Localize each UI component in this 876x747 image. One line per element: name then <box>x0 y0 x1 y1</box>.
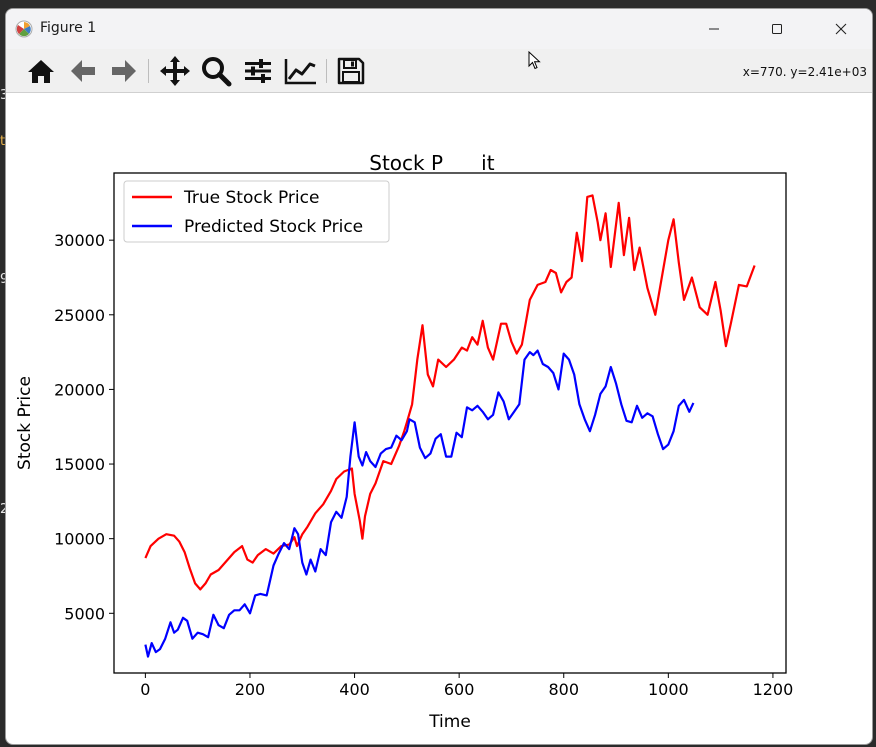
edit-axis-icon <box>284 59 316 85</box>
x-axis-label: Time <box>428 712 471 732</box>
home-button[interactable] <box>24 55 58 87</box>
background-glyph: t <box>0 134 6 149</box>
y-tick-label: 15000 <box>54 455 105 474</box>
pan-icon <box>160 56 190 86</box>
legend-box <box>123 180 390 243</box>
close-icon <box>835 23 847 35</box>
back-arrow-icon <box>71 60 95 82</box>
legend-label-true: True Stock Price <box>183 188 319 208</box>
title-bar: Figure 1 <box>6 9 872 49</box>
background-glyph: 2 <box>0 502 8 517</box>
forward-button[interactable] <box>107 55 141 87</box>
x-tick-label: 200 <box>235 680 266 699</box>
y-tick-label: 30000 <box>54 231 105 250</box>
save-icon <box>337 57 365 85</box>
y-axis-label: Stock Price <box>15 376 35 470</box>
x-tick-label: 1000 <box>648 680 689 699</box>
predicted-price-line <box>144 349 695 658</box>
home-icon <box>28 60 54 83</box>
mouse-cursor-icon <box>528 51 541 70</box>
zoom-button[interactable] <box>199 55 233 87</box>
edit-axis-button[interactable] <box>284 55 318 87</box>
window-title: Figure 1 <box>40 20 97 36</box>
matplotlib-logo-icon <box>15 20 33 38</box>
true-price-line <box>144 194 756 591</box>
back-button[interactable] <box>66 55 100 87</box>
legend: True Stock Price Predicted Stock Price <box>123 180 390 243</box>
y-tick-label: 25000 <box>54 306 105 325</box>
zoom-icon <box>202 57 232 87</box>
x-tick-label: 1200 <box>753 680 794 699</box>
toolbar-separator <box>148 59 149 83</box>
forward-arrow-icon <box>112 60 136 82</box>
chart-title: Stock P it <box>369 151 532 175</box>
y-tick-label: 10000 <box>54 530 105 549</box>
legend-label-predicted: Predicted Stock Price <box>184 217 363 237</box>
x-tick-label: 0 <box>140 680 150 699</box>
background-glyph: 9 <box>0 272 8 287</box>
y-tick-label: 5000 <box>64 604 105 623</box>
maximize-icon <box>772 24 782 34</box>
y-tick-label: 20000 <box>54 380 105 399</box>
minimize-button[interactable] <box>691 9 737 49</box>
toolbar-separator <box>326 59 327 83</box>
x-tick-label: 800 <box>548 680 579 699</box>
pan-button[interactable] <box>158 55 192 87</box>
axes-frame <box>113 172 787 674</box>
save-button[interactable] <box>334 55 368 87</box>
maximize-button[interactable] <box>754 9 800 49</box>
figure-window: Figure 1 <box>5 8 873 745</box>
configure-subplots-icon <box>245 59 271 83</box>
x-tick-label: 600 <box>444 680 475 699</box>
minimize-icon <box>709 28 719 30</box>
configure-subplots-button[interactable] <box>241 55 275 87</box>
cursor-coordinates-readout: x=770. y=2.41e+03 <box>742 65 867 79</box>
background-glyph: 3 <box>0 88 8 103</box>
navigation-toolbar <box>6 49 872 93</box>
x-tick-label: 400 <box>339 680 370 699</box>
figure-canvas[interactable]: Stock P it 0 200 400 600 800 1000 1200 5000 1000… <box>6 93 872 738</box>
close-button[interactable] <box>818 9 864 49</box>
